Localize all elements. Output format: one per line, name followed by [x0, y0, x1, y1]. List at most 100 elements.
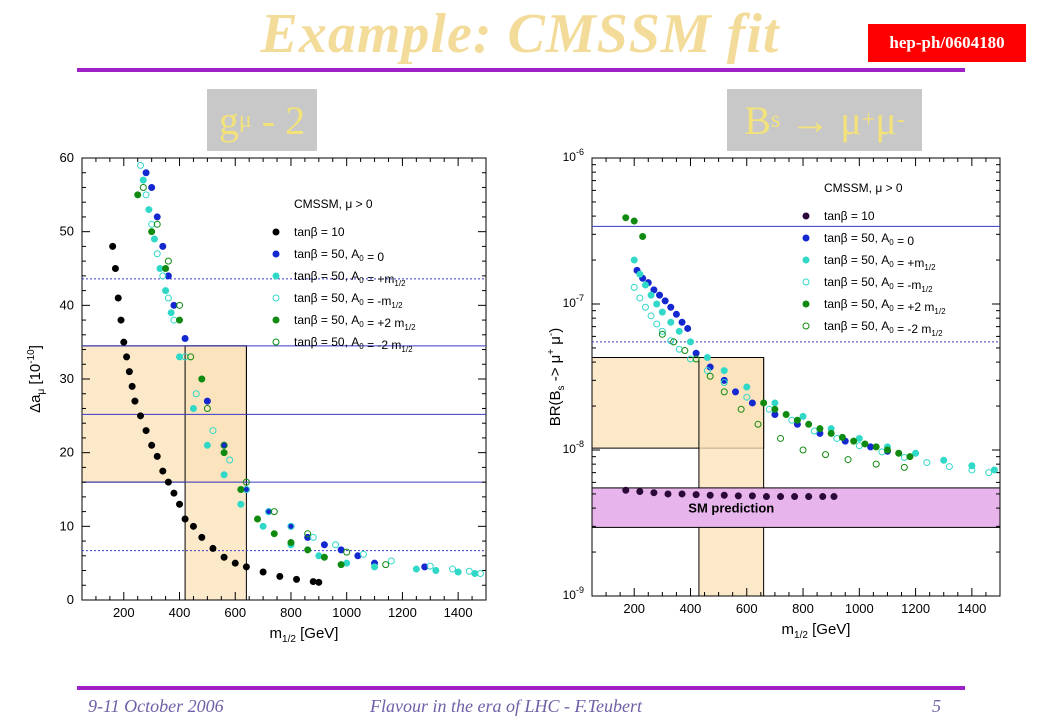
legend-marker: [802, 322, 810, 330]
legend-marker: [272, 316, 280, 324]
label-g-rest: - 2: [251, 97, 306, 143]
data-point: [636, 487, 644, 495]
legend-label: tanβ = 50, A0 = +m1/2: [294, 269, 406, 288]
data-point: [449, 565, 457, 573]
data-point: [765, 405, 773, 413]
data-point: [153, 213, 161, 221]
label-b-sub: s: [770, 106, 781, 133]
data-point: [793, 416, 801, 424]
data-point: [667, 318, 675, 326]
data-point: [270, 508, 278, 516]
y-tick-label: 10-8: [563, 439, 584, 456]
y-tick-label: 40: [60, 297, 74, 312]
sm-prediction-label: SM prediction: [688, 501, 774, 516]
label-b: B: [744, 97, 771, 143]
x-axis-label: m1/2 [GeV]: [782, 621, 851, 641]
data-point: [123, 353, 131, 361]
data-point: [872, 443, 880, 451]
data-point: [220, 471, 228, 479]
footer-page-number: 5: [932, 696, 941, 716]
data-point: [465, 567, 473, 575]
data-point: [109, 242, 117, 250]
y-tick-label: 60: [60, 150, 74, 165]
data-point: [259, 522, 267, 530]
data-point: [912, 449, 920, 457]
data-point: [661, 297, 669, 305]
data-point: [692, 491, 700, 499]
data-point: [412, 565, 420, 573]
data-point: [720, 378, 728, 386]
data-point: [636, 294, 644, 302]
data-point: [192, 390, 200, 398]
x-tick-label: 1400: [444, 605, 473, 620]
data-point: [137, 412, 145, 420]
data-point: [838, 433, 846, 441]
data-point: [134, 191, 142, 199]
data-point: [237, 500, 245, 508]
data-point: [782, 411, 790, 419]
data-point: [945, 463, 953, 471]
data-point: [855, 434, 863, 442]
data-point: [176, 316, 184, 324]
data-point: [678, 490, 686, 498]
data-point: [681, 347, 689, 355]
legend-label: tanβ = 10: [824, 209, 875, 223]
x-tick-label: 200: [623, 601, 645, 616]
legend-marker: [802, 212, 810, 220]
data-point: [622, 486, 630, 494]
data-point: [754, 420, 762, 428]
data-point: [658, 327, 666, 335]
y-tick-label: 20: [60, 445, 74, 460]
data-point: [771, 399, 779, 407]
data-point: [706, 491, 714, 499]
data-point: [120, 338, 128, 346]
data-point: [128, 382, 136, 390]
data-point: [810, 427, 818, 435]
data-point: [203, 404, 211, 412]
x-tick-label: 1200: [901, 601, 930, 616]
legend-marker: [272, 228, 280, 236]
data-point: [641, 303, 649, 311]
data-point: [771, 405, 779, 413]
data-point: [833, 434, 841, 442]
data-point: [164, 257, 172, 265]
data-point: [145, 206, 153, 214]
data-point: [872, 460, 880, 468]
data-point: [337, 561, 345, 569]
y-tick-label: 10-6: [563, 147, 584, 164]
legend-header: CMSSM, μ > 0: [294, 197, 373, 211]
data-point: [743, 393, 751, 401]
reference-badge: hep-ph/0604180: [868, 24, 1026, 62]
data-point: [827, 429, 835, 437]
data-point: [287, 522, 295, 530]
data-point: [732, 388, 740, 396]
data-point: [242, 563, 250, 571]
data-point: [630, 256, 638, 264]
data-point: [432, 567, 440, 575]
legend-label: tanβ = 50, A0 = +m1/2: [824, 253, 936, 272]
data-point: [895, 449, 903, 457]
data-point: [176, 301, 184, 309]
data-point: [748, 492, 756, 500]
data-point: [242, 478, 250, 486]
data-point: [209, 427, 217, 435]
data-point: [799, 446, 807, 454]
data-point: [737, 405, 745, 413]
label-b-sup1: +: [861, 106, 876, 133]
data-point: [164, 478, 172, 486]
data-point: [287, 539, 295, 547]
x-tick-label: 1400: [957, 601, 986, 616]
data-point: [142, 169, 150, 177]
top-divider: [77, 68, 965, 72]
data-point: [734, 492, 742, 500]
data-point: [315, 578, 323, 586]
data-point: [861, 440, 869, 448]
data-point: [198, 375, 206, 383]
legend-marker: [272, 250, 280, 258]
data-point: [176, 500, 184, 508]
x-tick-label: 400: [680, 601, 702, 616]
data-point: [189, 404, 197, 412]
data-point: [641, 281, 649, 289]
data-point: [153, 250, 161, 258]
slide-title: Example: CMSSM fit: [260, 3, 780, 65]
